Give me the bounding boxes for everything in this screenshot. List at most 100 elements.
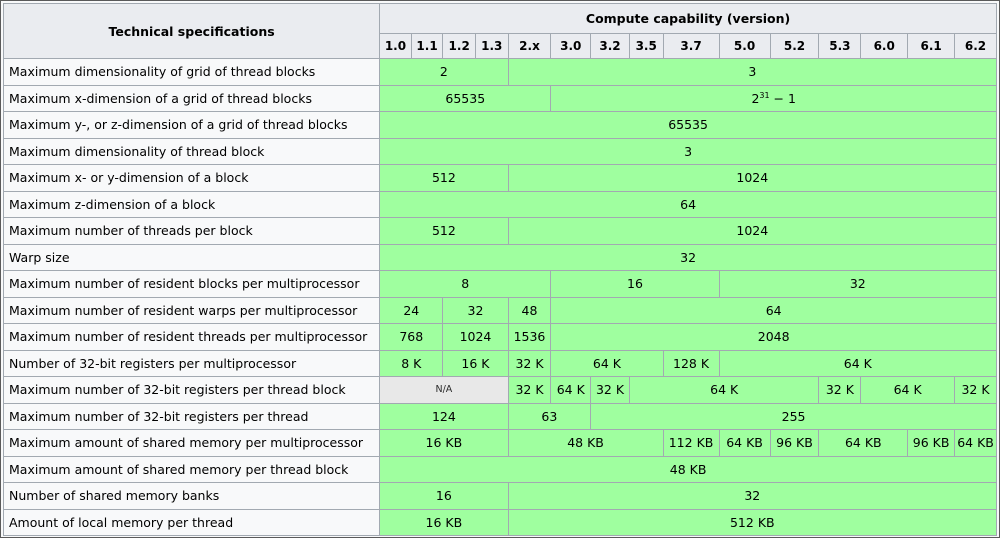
value-cell: 32 [442,296,509,324]
value-cell: 8 K [379,349,444,377]
value-cell: 8 [379,270,552,298]
table-row: Number of shared memory banks 16 32 [2,482,998,510]
spec-label: Amount of local memory per thread [2,508,381,536]
spec-label: Maximum amount of shared memory per mult… [2,429,381,457]
value-cell: 64 KB [954,429,997,457]
table-row: Maximum dimensionality of grid of thread… [2,58,998,86]
value-cell: 32 K [507,349,552,377]
value-base: 2 [751,90,760,106]
spec-label: Maximum x-dimension of a grid of thread … [2,84,381,112]
value-cell: 2048 [550,323,997,351]
spec-label: Maximum number of 32-bit registers per t… [2,402,381,430]
na-cell: N/A [379,376,509,404]
value-cell: 96 KB [907,429,956,457]
value-cell: 64 K [628,376,820,404]
value-cell: 32 [379,243,997,271]
value-cell: 32 K [818,376,862,404]
version-header-cell: 5.0 [718,33,771,59]
version-header-cell: 6.1 [907,33,956,59]
spec-label: Maximum x- or y-dimension of a block [2,164,381,192]
version-header-cell: 5.3 [818,33,862,59]
compute-capability-table: Technical specifications Compute capabil… [2,3,998,536]
table-row: Warp size 32 [2,243,997,271]
value-cell: 96 KB [769,429,820,457]
value-cell: 512 [379,164,509,192]
spec-label: Maximum number of resident blocks per mu… [2,270,381,298]
value-cell: 1536 [507,323,552,351]
value-cell: 1024 [442,323,509,351]
spec-label: Maximum number of threads per block [2,217,381,245]
table-row: Maximum dimensionality of thread block 3 [2,137,997,165]
value-cell: 48 [507,296,552,324]
table-row: Maximum number of threads per block 512 10… [2,217,998,245]
version-header-cell: 1.3 [474,33,509,59]
version-header-row: 1.0 1.1 1.2 1.3 2.x 3.0 3.2 3.5 3.7 5.0 5.2 5.3 6.0 6… [4,33,997,59]
version-header-cell: 2.x [507,33,552,59]
value-cell: 16 K [442,349,509,377]
table-row: Maximum number of 32-bit registers per t… [2,402,997,430]
value-cell: 255 [590,402,997,430]
value-cell: 65535 [379,84,552,112]
table-row: Maximum amount of shared memory per thre… [2,455,997,483]
spec-label: Maximum number of 32-bit registers per t… [2,376,381,404]
table-row: Number of 32-bit registers per multiproc… [2,349,998,377]
value-cell: 1024 [507,217,998,245]
value-suffix: − 1 [769,90,796,106]
spec-label: Maximum dimensionality of thread block [2,137,381,165]
value-cell: 48 KB [379,455,997,483]
version-header-cell: 6.0 [860,33,909,59]
value-cell: 512 KB [507,508,998,536]
value-cell: 64 KB [818,429,909,457]
value-cell: 32 K [590,376,630,404]
spec-label: Number of shared memory banks [2,482,381,510]
table-body: Maximum dimensionality of grid of thread… [2,58,998,536]
spec-label: Number of 32-bit registers per multiproc… [2,349,381,377]
table-row: Maximum number of resident warps per mul… [2,296,997,324]
value-cell: 3 [379,137,997,165]
value-cell: 2 [379,58,509,86]
value-cell: 3 [507,58,998,86]
value-cell: 64 K [718,349,998,377]
value-cell: 16 KB [379,429,509,457]
value-cell: 64 [379,190,997,218]
value-cell: 231 − 1 [550,84,997,112]
version-header-cell: 3.7 [662,33,720,59]
version-header-cell: 3.0 [550,33,592,59]
table-row: Maximum number of resident blocks per mu… [2,270,998,298]
spec-label: Maximum dimensionality of grid of thread… [2,58,381,86]
value-cell: 128 K [662,349,720,377]
version-header-cell: 5.2 [769,33,820,59]
value-cell: 63 [507,402,592,430]
value-cell: 64 K [860,376,956,404]
value-cell: 64 K [550,376,592,404]
value-cell: 16 KB [379,508,509,536]
spec-label: Maximum number of resident warps per mul… [2,296,381,324]
spec-label: Maximum amount of shared memory per thre… [2,455,381,483]
value-cell: 1024 [507,164,998,192]
version-header-cell: 1.1 [410,33,444,59]
version-header-cell: 3.2 [590,33,630,59]
value-cell: 65535 [379,111,997,139]
version-header-cell: 1.2 [442,33,476,59]
value-cell: 112 KB [662,429,720,457]
value-cell: 768 [379,323,444,351]
value-cell: 64 KB [718,429,771,457]
table-row: Amount of local memory per thread 16 KB 51… [2,508,998,536]
value-cell: 32 [507,482,998,510]
value-cell: 16 [379,482,509,510]
value-cell: 32 [718,270,998,298]
version-header-cell: 3.5 [628,33,664,59]
table-row: Maximum x- or y-dimension of a block 512 1… [2,164,998,192]
spec-label: Maximum y-, or z-dimension of a grid of … [2,111,381,139]
spec-label: Warp size [2,243,381,271]
value-cell: 124 [379,402,509,430]
value-cell: 32 K [954,376,997,404]
table-row: Maximum z-dimension of a block 64 [2,190,997,218]
table-row: Maximum y-, or z-dimension of a grid of … [2,111,997,139]
value-exponent: 31 [759,90,770,100]
table-row: Maximum x-dimension of a grid of thread … [2,84,997,112]
value-cell: 32 K [507,376,552,404]
value-cell: 24 [379,296,444,324]
value-cell: 64 K [550,349,664,377]
